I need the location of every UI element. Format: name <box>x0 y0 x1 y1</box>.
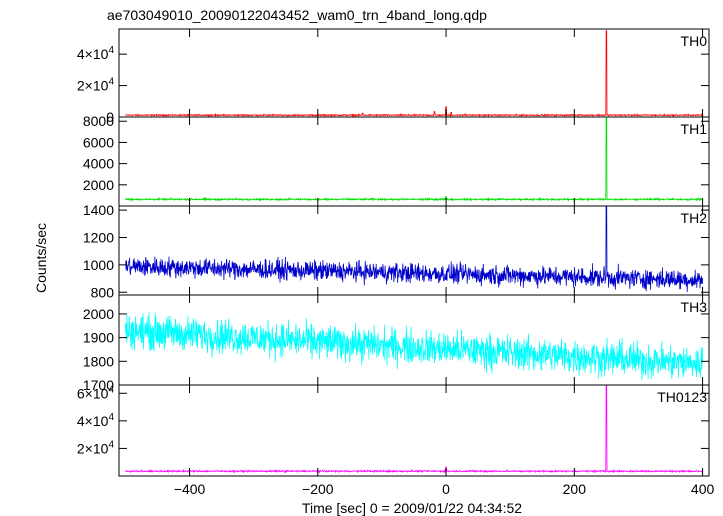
panel-frame <box>118 294 710 386</box>
x-tick-label: 0 <box>442 481 450 497</box>
series-th0 <box>125 30 703 118</box>
y-tick-label-exponent: 4 <box>108 45 114 56</box>
y-tick-label: 1900 <box>83 330 114 346</box>
y-tick-label: 800 <box>91 284 115 300</box>
y-axis-label: Counts/sec <box>33 223 49 293</box>
y-tick-label: 8000 <box>83 113 114 129</box>
y-tick-label-mantissa: 6×10 <box>77 385 109 401</box>
y-tick-label-exponent: 4 <box>108 439 114 450</box>
series-th1 <box>125 116 703 202</box>
panel-frame <box>118 116 710 207</box>
y-tick-label-mantissa: 4×10 <box>77 46 109 62</box>
x-tick-label: −400 <box>174 481 206 497</box>
y-tick-label-mantissa: 4×10 <box>77 413 109 429</box>
panel-frame <box>118 384 710 477</box>
series-th0123 <box>125 384 703 474</box>
y-tick-label-exponent: 4 <box>108 412 114 423</box>
y-tick-label: 2000 <box>83 177 114 193</box>
panel-label: TH0 <box>681 33 708 49</box>
y-tick-label: 6000 <box>83 134 114 150</box>
panel-frame <box>118 28 710 118</box>
y-tick-label: 4×104 <box>77 45 115 62</box>
x-tick-label: 200 <box>563 481 587 497</box>
y-tick-label-exponent: 4 <box>108 384 114 395</box>
series-th3 <box>125 311 703 380</box>
x-tick-label: 400 <box>691 481 715 497</box>
panel-th3: 1700 1800 1900 2000 TH3 <box>83 294 710 393</box>
y-tick-label: 0 <box>106 109 114 125</box>
y-tick-label: 4000 <box>83 156 114 172</box>
y-tick-label: 1200 <box>83 229 114 245</box>
y-tick-label: 1700 <box>83 377 114 393</box>
y-tick-label-exponent: 4 <box>108 77 114 88</box>
chart-title: ae703049010_20090122043452_wam0_trn_4ban… <box>107 7 487 23</box>
y-tick-label: 1400 <box>83 202 114 218</box>
panel-label: TH3 <box>681 299 708 315</box>
y-tick-label: 2000 <box>83 306 114 322</box>
y-tick-label: 6×104 <box>77 384 115 401</box>
panel-label: TH0123 <box>657 389 707 405</box>
y-tick-label: 2×104 <box>77 439 115 456</box>
panel-th1: 2000 4000 6000 8000 TH1 <box>83 113 710 207</box>
y-tick-label-mantissa: 2×10 <box>77 78 109 94</box>
panel-label: TH1 <box>681 121 708 137</box>
panel-frame <box>118 205 710 296</box>
panel-label: TH2 <box>681 210 708 226</box>
y-tick-label: 1000 <box>83 257 114 273</box>
panel-th2: 800 1000 1200 1400 TH2 <box>83 202 710 300</box>
series-th2 <box>125 205 703 293</box>
x-axis-label: Time [sec] 0 = 2009/01/22 04:34:52 <box>302 500 522 516</box>
y-tick-label-mantissa: 2×10 <box>77 440 109 456</box>
y-tick-label: 1800 <box>83 353 114 369</box>
y-tick-label: 4×104 <box>77 412 115 429</box>
y-tick-label: 2×104 <box>77 77 115 94</box>
x-tick-label: −200 <box>302 481 334 497</box>
